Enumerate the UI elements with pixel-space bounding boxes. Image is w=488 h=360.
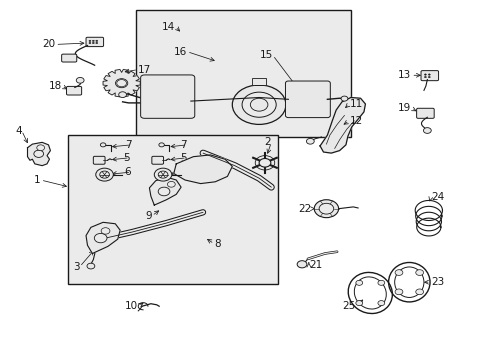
Circle shape [158,187,169,196]
FancyBboxPatch shape [141,75,194,118]
Text: 5: 5 [180,153,186,163]
Circle shape [355,280,362,285]
Text: 22: 22 [298,204,311,214]
FancyBboxPatch shape [61,54,77,62]
Text: 14: 14 [162,22,175,32]
FancyBboxPatch shape [285,81,330,118]
Circle shape [96,40,98,41]
Circle shape [96,168,113,181]
Circle shape [94,233,107,243]
Circle shape [415,270,423,275]
Circle shape [232,85,285,125]
Text: 1: 1 [34,175,41,185]
FancyBboxPatch shape [416,108,433,118]
Text: 11: 11 [348,99,362,109]
Circle shape [424,74,426,75]
Circle shape [100,171,109,178]
Circle shape [242,92,276,117]
Circle shape [158,171,167,178]
FancyBboxPatch shape [420,71,438,81]
Polygon shape [320,98,365,153]
Circle shape [92,42,94,44]
Text: 15: 15 [259,50,272,60]
Text: 23: 23 [430,277,443,287]
FancyBboxPatch shape [66,86,81,95]
Circle shape [424,76,426,78]
Text: 13: 13 [397,70,410,80]
Text: 18: 18 [48,81,61,91]
Circle shape [154,168,171,181]
Circle shape [314,200,338,218]
Circle shape [96,42,98,44]
Text: 17: 17 [138,64,151,75]
Circle shape [37,145,44,150]
Circle shape [89,42,91,44]
Circle shape [92,40,94,41]
Bar [251,78,266,85]
Circle shape [423,128,430,134]
Text: 25: 25 [342,301,355,311]
Polygon shape [103,69,140,97]
Circle shape [377,280,384,285]
Circle shape [119,92,126,98]
Circle shape [319,203,333,214]
Circle shape [427,76,429,78]
Text: 24: 24 [430,192,443,202]
Circle shape [100,143,105,147]
Text: 8: 8 [214,239,221,249]
Text: 16: 16 [173,46,186,57]
Text: 3: 3 [73,262,80,272]
Circle shape [394,270,402,275]
Text: 21: 21 [308,260,322,270]
Text: 7: 7 [124,140,131,150]
Text: 5: 5 [123,153,130,163]
Text: 19: 19 [397,103,410,113]
Circle shape [415,289,423,295]
Circle shape [427,74,429,75]
Text: 4: 4 [15,126,21,135]
Text: 2: 2 [264,138,271,147]
FancyBboxPatch shape [152,156,163,164]
Bar [68,135,277,284]
Bar [136,10,350,137]
Text: 6: 6 [124,167,131,177]
Text: 10: 10 [125,301,138,311]
FancyBboxPatch shape [86,37,103,46]
Circle shape [89,40,91,41]
Circle shape [259,158,270,167]
Circle shape [377,301,384,306]
Circle shape [340,96,347,101]
Polygon shape [149,177,181,205]
Circle shape [167,181,175,187]
FancyBboxPatch shape [93,156,105,164]
Text: 7: 7 [180,140,186,150]
Polygon shape [27,142,50,166]
Text: 9: 9 [145,211,152,221]
Circle shape [101,228,110,234]
Circle shape [115,78,127,88]
Circle shape [297,261,306,268]
Circle shape [87,263,95,269]
Circle shape [250,98,267,111]
Circle shape [117,80,126,87]
Polygon shape [86,222,120,253]
Text: 20: 20 [42,40,55,49]
Polygon shape [173,155,232,184]
Circle shape [76,77,84,83]
Circle shape [394,289,402,295]
Text: 12: 12 [348,116,362,126]
Circle shape [34,150,43,157]
Circle shape [159,143,164,147]
Circle shape [306,138,314,144]
Text: 6: 6 [180,167,186,177]
Circle shape [355,301,362,306]
